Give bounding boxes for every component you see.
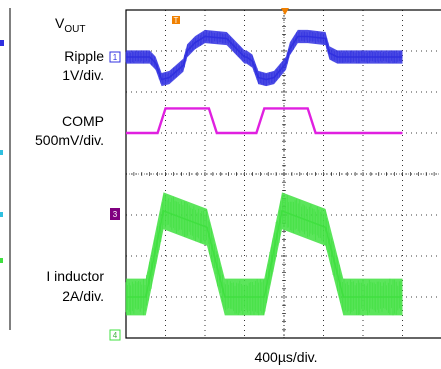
channel-4-marker: 4	[109, 329, 121, 341]
svg-text:T: T	[174, 16, 179, 25]
time-scale-label: 400µs/div.	[254, 349, 317, 365]
svg-text:4: 4	[113, 331, 118, 340]
inductor-label: I inductor 2A/div.	[46, 268, 104, 304]
svg-text:3: 3	[113, 210, 118, 219]
trigger-level-marker: 3	[110, 208, 120, 220]
trace-comp-line	[126, 107, 403, 135]
inductor-label-name: I inductor	[46, 268, 104, 284]
comp-label-name: COMP	[62, 113, 104, 129]
vout-label-ripple: Ripple	[64, 48, 104, 64]
svg-text:VOUT: VOUT	[55, 15, 85, 35]
trace-vout-band	[126, 29, 403, 87]
trace-inductor	[125, 192, 403, 316]
vout-label-subscript: OUT	[64, 24, 85, 35]
trace-vout-noise	[125, 30, 402, 86]
adjacent-marker-blue	[0, 40, 4, 46]
adjacent-marker-green	[0, 258, 3, 263]
adjacent-marker-cyan-1	[0, 150, 3, 155]
trigger-time-marker: T	[172, 16, 180, 25]
trace-inductor-noise	[125, 194, 402, 316]
inductor-scale-label: 2A/div.	[62, 288, 104, 304]
trigger-position-arrow	[281, 8, 289, 15]
trace-comp	[126, 107, 403, 135]
comp-scale-label: 500mV/div.	[35, 132, 104, 148]
vout-label: VOUT Ripple 1V/div.	[55, 15, 104, 83]
adjacent-marker-cyan-2	[0, 212, 3, 217]
vout-scale-label: 1V/div.	[62, 67, 104, 83]
vout-label-main: V	[55, 15, 65, 31]
comp-label: COMP 500mV/div.	[35, 113, 104, 148]
svg-text:1: 1	[113, 53, 118, 62]
trace-vout	[125, 29, 403, 87]
channel-1-marker: 1	[109, 51, 121, 63]
